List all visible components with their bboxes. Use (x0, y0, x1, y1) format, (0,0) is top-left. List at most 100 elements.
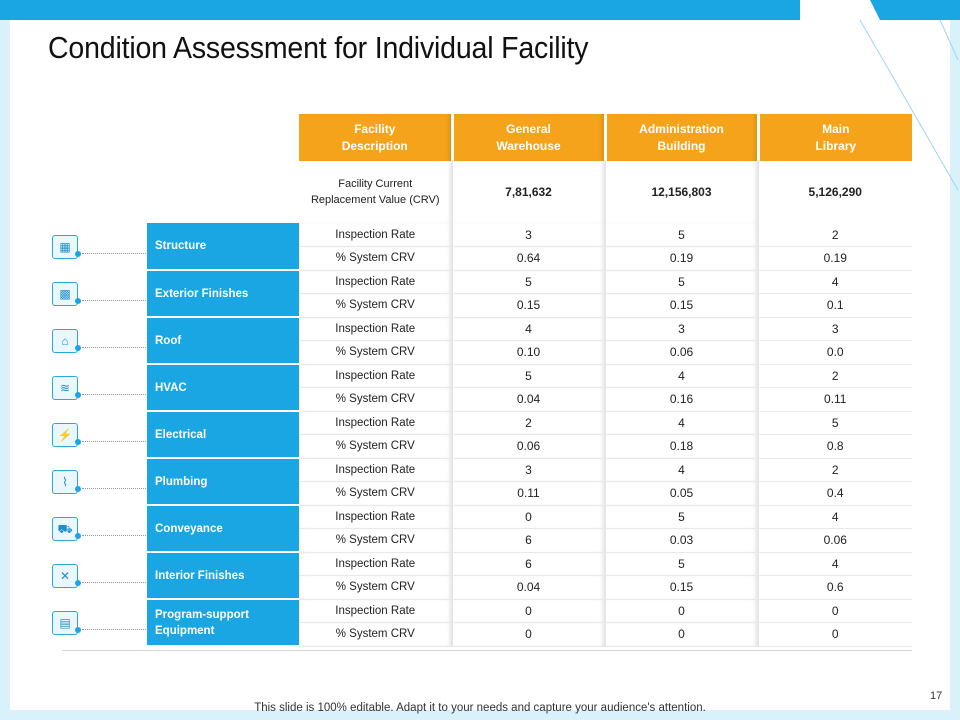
header-main-library: Main Library (758, 114, 912, 161)
system-crv-value: 0.06 (758, 528, 912, 553)
category-row-inspection: ⌂ Roof Inspection Rate 4 3 3 (52, 317, 912, 365)
category-icon-cell: ⌇ (52, 458, 147, 505)
icon-glyph: ▤ (59, 615, 71, 630)
header-facility-description: Facility Description (299, 114, 454, 161)
connector-line (82, 252, 146, 254)
inspection-rate-value: 5 (452, 270, 606, 294)
header-col2-line1: General (506, 121, 551, 136)
top-accent-stripe (0, 0, 960, 20)
icon-glyph: ≋ (59, 380, 71, 395)
connector-dot (75, 250, 81, 257)
system-crv-label: % System CRV (299, 622, 453, 647)
equipment-icon: ▤ (52, 610, 78, 635)
crv-value-administration: 12,156,803 (605, 161, 759, 223)
top-stripe-graphic (0, 0, 960, 20)
system-crv-value: 0.11 (758, 387, 912, 412)
crv-label-bold: Replacement Value (310, 194, 407, 206)
pipe-icon: ⌇ (52, 469, 78, 494)
category-row-inspection: ▤ Program-support Equipment Inspection Rat… (52, 599, 912, 647)
inspection-rate-value: 5 (605, 505, 759, 529)
plug-icon: ⚡ (52, 422, 78, 447)
header-administration-building: Administration Building (605, 114, 760, 161)
crv-value-warehouse: 7,81,632 (452, 161, 606, 223)
inspection-rate-value: 5 (605, 270, 759, 294)
inspection-rate-value: 4 (758, 505, 912, 529)
header-col4-line2: Library (815, 138, 857, 153)
category-row-inspection: ▩ Exterior Finishes Inspection Rate 5 5 4 (52, 270, 912, 318)
system-crv-value: 0.06 (452, 434, 606, 459)
category-row-crv: % System CRV 0.11 0.05 0.4 (62, 481, 912, 506)
category-label: Program-support Equipment (147, 599, 299, 647)
connector-dot (75, 532, 81, 539)
system-crv-label: % System CRV (299, 528, 453, 553)
category-row-crv: % System CRV 0.15 0.15 0.1 (62, 293, 912, 318)
inspection-rate-label: Inspection Rate (299, 552, 453, 576)
system-crv-value: 0 (758, 622, 912, 647)
connector-dot (75, 579, 81, 586)
inspection-rate-label: Inspection Rate (299, 223, 453, 247)
icon-glyph: ⌇ (62, 474, 68, 489)
system-crv-value: 0.05 (605, 481, 759, 506)
truck-icon: ⛟ (52, 516, 78, 541)
system-crv-value: 0.19 (758, 246, 912, 271)
category-icon-cell: ✕ (52, 552, 147, 599)
header-col3-line2: Building (657, 138, 706, 153)
inspection-rate-value: 4 (605, 364, 759, 388)
icon-glyph: ▩ (59, 286, 71, 301)
system-crv-label: % System CRV (299, 575, 453, 600)
system-crv-value: 0.4 (758, 481, 912, 506)
category-icon-cell: ▩ (52, 270, 147, 317)
system-crv-value: 0.64 (452, 246, 606, 271)
system-crv-value: 0.04 (452, 387, 606, 412)
system-crv-label: % System CRV (299, 387, 453, 412)
system-crv-value: 0.0 (758, 340, 912, 365)
system-crv-value: 0.10 (452, 340, 606, 365)
connector-line (82, 628, 146, 630)
inspection-rate-value: 5 (605, 552, 759, 576)
brick-wall-icon: ▩ (52, 281, 78, 306)
roof-icon: ⌂ (52, 328, 78, 353)
inspection-rate-value: 5 (605, 223, 759, 247)
category-row-inspection: ✕ Interior Finishes Inspection Rate 6 5 4 (52, 552, 912, 600)
inspection-rate-label: Inspection Rate (299, 317, 453, 341)
category-row-crv: % System CRV 0.10 0.06 0.0 (62, 340, 912, 365)
category-icon-cell: ⚡ (52, 411, 147, 458)
category-label: Structure (147, 223, 299, 271)
inspection-rate-value: 6 (452, 552, 606, 576)
inspection-rate-value: 3 (605, 317, 759, 341)
page-number: 17 (930, 690, 943, 702)
category-label: Roof (147, 317, 299, 365)
system-crv-label: % System CRV (299, 246, 453, 271)
system-crv-label: % System CRV (299, 340, 453, 365)
header-col3-line1: Administration (639, 121, 724, 136)
system-crv-value: 0.6 (758, 575, 912, 600)
connector-line (82, 393, 146, 395)
inspection-rate-value: 2 (452, 411, 606, 435)
crv-label-suffix: (CRV) (409, 194, 440, 206)
category-row-inspection: ⌇ Plumbing Inspection Rate 3 4 2 (52, 458, 912, 506)
inspection-rate-label: Inspection Rate (299, 505, 453, 529)
system-crv-value: 0.06 (605, 340, 759, 365)
system-crv-value: 6 (452, 528, 606, 553)
category-icon-cell: ≋ (52, 364, 147, 411)
table-bottom-border (62, 650, 912, 651)
connector-dot (75, 391, 81, 398)
inspection-rate-value: 0 (758, 599, 912, 623)
inspection-rate-value: 4 (605, 458, 759, 482)
system-crv-value: 0.8 (758, 434, 912, 459)
connector-dot (75, 626, 81, 633)
header-col1-line2: Description (341, 138, 408, 153)
system-crv-value: 0.16 (605, 387, 759, 412)
inspection-rate-value: 4 (452, 317, 606, 341)
air-conditioner-icon: ≋ (52, 375, 78, 400)
inspection-rate-value: 3 (452, 458, 606, 482)
header-col1-line1: Facility (354, 121, 396, 136)
category-row-crv: % System CRV 0 0 0 (62, 622, 912, 647)
category-row-inspection: ≋ HVAC Inspection Rate 5 4 2 (52, 364, 912, 412)
icon-glyph: ⛟ (57, 521, 73, 536)
crv-label-line1: Facility Current (338, 178, 413, 190)
category-row-crv: % System CRV 0.64 0.19 0.19 (62, 246, 912, 271)
category-row-crv: % System CRV 0.06 0.18 0.8 (62, 434, 912, 459)
system-crv-value: 0.03 (605, 528, 759, 553)
tools-icon: ✕ (52, 563, 78, 588)
